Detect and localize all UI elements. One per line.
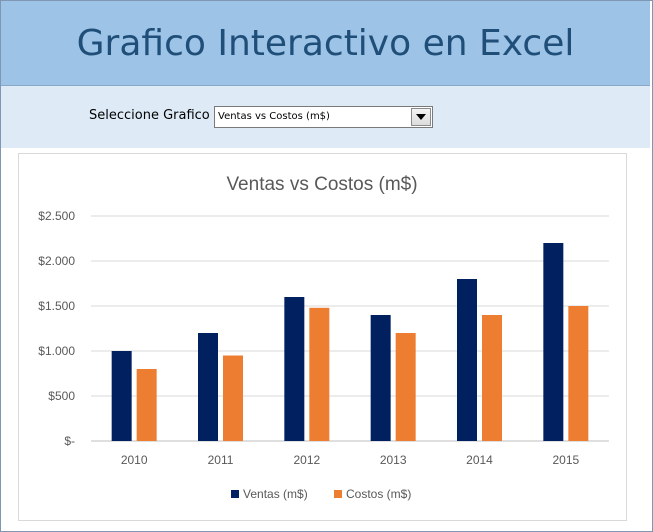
chart-select-value: Ventas vs Costos (m$) xyxy=(218,111,330,122)
chart-title: Ventas vs Costos (m$) xyxy=(226,174,417,195)
triangle-down-icon xyxy=(416,113,426,120)
page-title: Grafico Interactivo en Excel xyxy=(76,22,575,64)
bar-ventas-2015[interactable] xyxy=(543,243,564,441)
bar-costos-2010[interactable] xyxy=(136,369,157,441)
selector-label: Seleccione Grafico xyxy=(89,108,210,123)
bar-costos-2013[interactable] xyxy=(395,333,416,441)
legend: Ventas (m$) Costos (m$) xyxy=(231,487,411,501)
y-tick-label: $1.000 xyxy=(38,344,75,358)
y-tick-label: $1.500 xyxy=(38,299,75,313)
legend-label-costos: Costos (m$) xyxy=(346,487,411,501)
x-tick-label: 2013 xyxy=(380,453,407,467)
bar-chart: Ventas vs Costos (m$) $- $500 $1.000 $1.500… xyxy=(38,174,609,501)
bar-ventas-2011[interactable] xyxy=(198,333,218,441)
x-tick-label: 2015 xyxy=(552,453,579,467)
bar-costos-2012[interactable] xyxy=(309,307,330,441)
y-tick-label: $2.500 xyxy=(38,209,75,223)
bar-costos-2015[interactable] xyxy=(568,306,589,441)
bar-ventas-2014[interactable] xyxy=(457,279,477,441)
chart-area[interactable]: Ventas vs Costos (m$) $- $500 $1.000 $1.500… xyxy=(18,153,627,521)
chart-select-dropdown[interactable]: Ventas vs Costos (m$) xyxy=(214,106,433,128)
gridlines xyxy=(91,215,609,442)
legend-swatch-ventas xyxy=(231,490,239,498)
x-tick-label: 2012 xyxy=(293,453,320,467)
bar-ventas-2010[interactable] xyxy=(111,351,132,441)
legend-swatch-costos xyxy=(334,490,342,498)
y-tick-label: $2.000 xyxy=(38,254,75,268)
dropdown-button[interactable] xyxy=(411,108,431,126)
x-axis-labels: 2010 2011 2012 2013 2014 2015 xyxy=(121,453,580,467)
bar-ventas-2013[interactable] xyxy=(370,315,391,441)
y-axis-labels: $- $500 $1.000 $1.500 $2.000 $2.500 xyxy=(38,209,75,448)
bar-costos-2011[interactable] xyxy=(223,355,243,442)
bar-costos-2014[interactable] xyxy=(482,315,502,441)
x-tick-label: 2014 xyxy=(466,453,493,467)
x-tick-label: 2010 xyxy=(121,453,148,467)
legend-label-ventas: Ventas (m$) xyxy=(243,487,308,501)
bars xyxy=(111,243,589,442)
y-tick-label: $500 xyxy=(48,389,75,403)
title-banner: Grafico Interactivo en Excel xyxy=(1,1,650,86)
bar-ventas-2012[interactable] xyxy=(284,297,305,441)
y-tick-label: $- xyxy=(64,434,75,448)
x-tick-label: 2011 xyxy=(208,453,234,467)
